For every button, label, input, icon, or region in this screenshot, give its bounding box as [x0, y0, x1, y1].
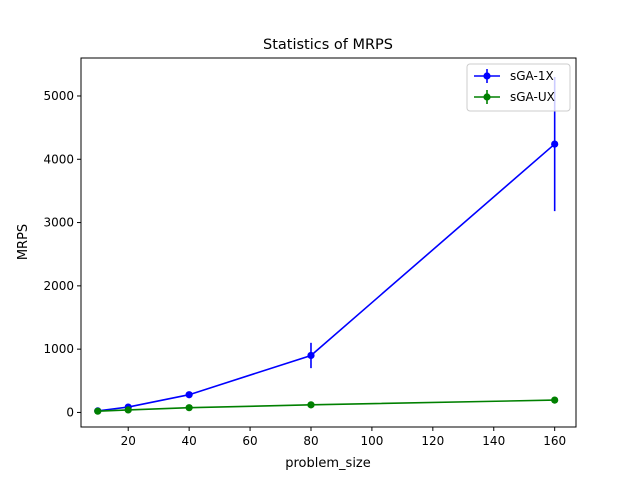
legend-item: sGA-1X	[474, 69, 554, 83]
x-axis: 20 40 60 80 100 120 140 160	[121, 427, 566, 448]
y-tick-label: 4000	[43, 152, 74, 166]
series-sGA-UX	[94, 396, 559, 415]
legend-label: sGA-UX	[510, 90, 555, 104]
y-axis-label: MRPS	[16, 224, 31, 260]
y-tick-label: 5000	[43, 89, 74, 103]
y-axis: 0 1000 2000 3000 4000 5000	[43, 89, 81, 419]
legend: sGA-1X sGA-UX	[466, 63, 571, 112]
legend-marker	[483, 93, 491, 101]
x-tick-label: 20	[121, 434, 136, 448]
legend-label: sGA-1X	[510, 69, 554, 83]
data-point	[124, 406, 132, 414]
chart-title: Statistics of MRPS	[263, 37, 393, 53]
data-point	[185, 404, 193, 412]
x-tick-label: 160	[543, 434, 566, 448]
y-tick-label: 3000	[43, 216, 74, 230]
x-tick-label: 80	[303, 434, 318, 448]
y-tick-label: 2000	[43, 279, 74, 293]
x-tick-label: 140	[482, 434, 505, 448]
legend-marker	[483, 72, 491, 80]
x-tick-label: 60	[242, 434, 257, 448]
x-tick-label: 120	[421, 434, 444, 448]
x-tick-label: 40	[181, 434, 196, 448]
data-point	[307, 401, 315, 409]
x-tick-label: 100	[360, 434, 383, 448]
x-axis-label: problem_size	[285, 456, 371, 471]
axes-frame	[80, 57, 577, 428]
data-point	[551, 396, 559, 404]
legend-item: sGA-UX	[474, 90, 555, 104]
plot-area	[94, 76, 559, 415]
data-point	[551, 140, 559, 148]
y-tick-label: 0	[66, 405, 74, 419]
data-point	[185, 391, 193, 399]
data-point	[94, 407, 102, 415]
data-point	[307, 351, 315, 360]
y-tick-label: 1000	[43, 342, 74, 356]
